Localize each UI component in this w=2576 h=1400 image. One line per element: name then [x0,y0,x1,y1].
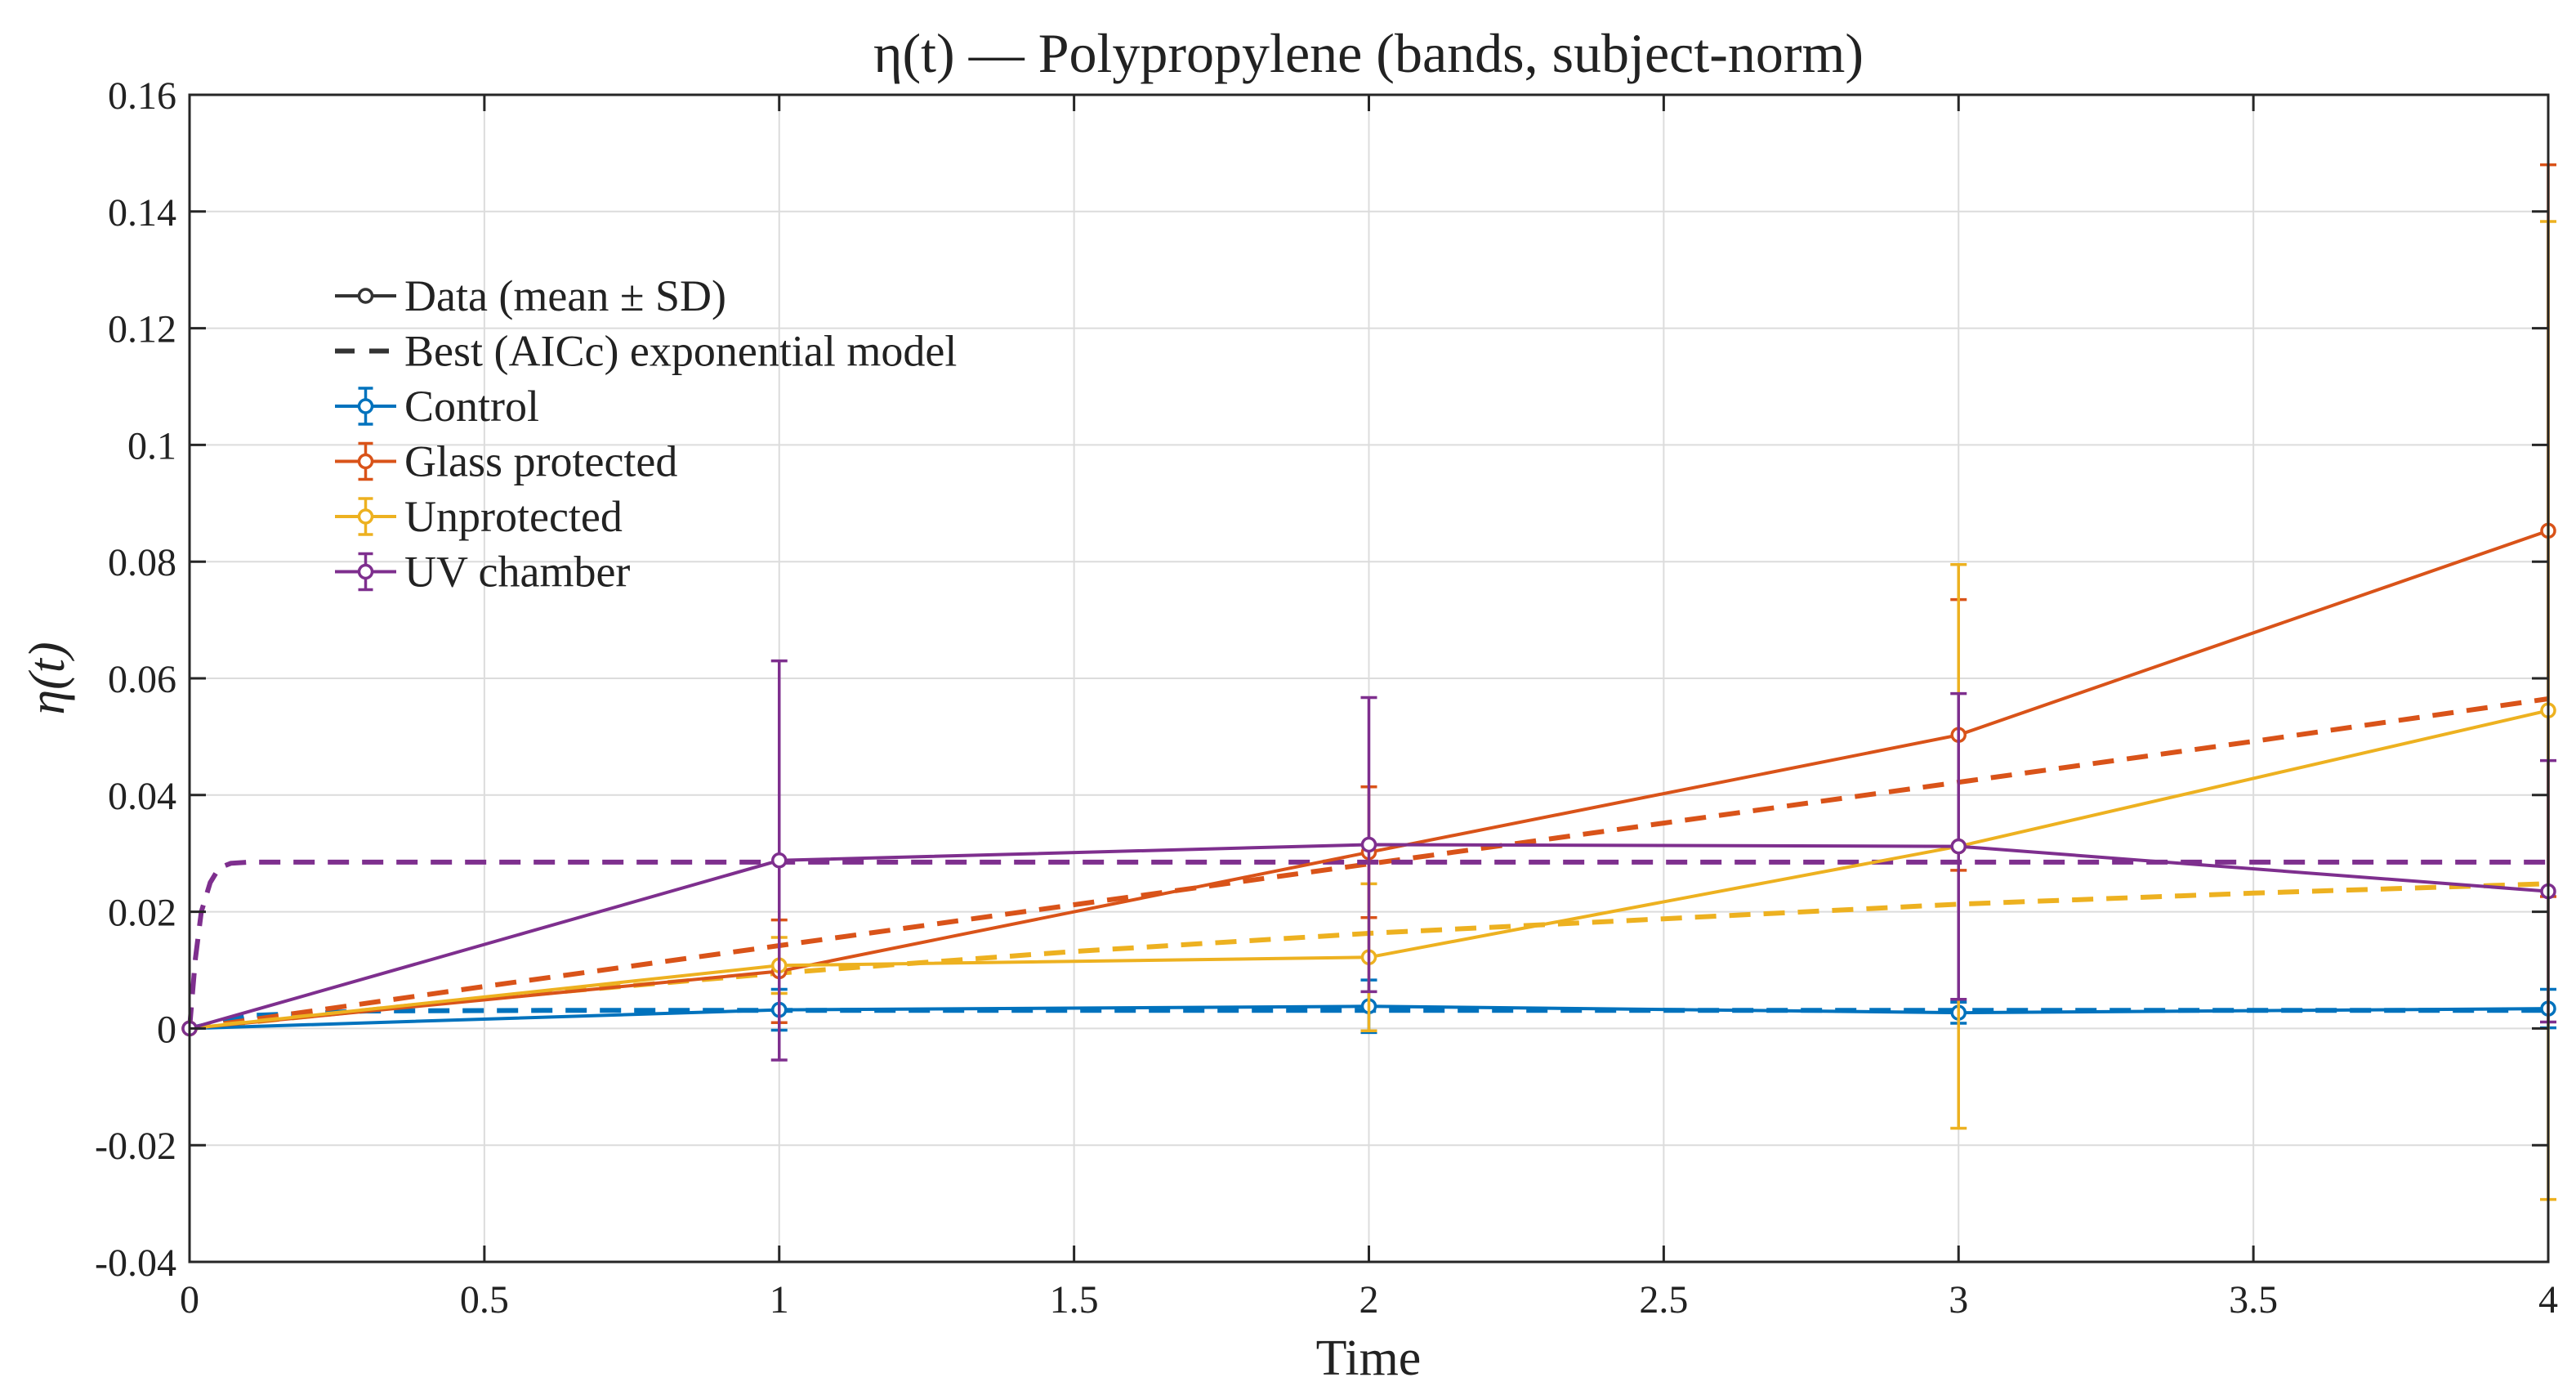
y-tick-label: -0.04 [95,1241,176,1285]
legend-marker-control [357,398,374,414]
legend-marker-unprotected [357,508,374,525]
uv-chamber-data-point [771,852,788,869]
y-tick-label: 0.16 [108,74,176,118]
x-tick-label: 2 [1359,1278,1379,1322]
y-tick-label: 0 [157,1008,176,1051]
uv-chamber-data-point [1360,836,1377,853]
y-axis-label: η(t) [20,642,75,714]
legend-label-best-aicc-exponential-model: Best (AICc) exponential model [404,327,957,376]
uv-chamber-model-curve [187,859,2548,1029]
x-tick-label: 3 [1949,1278,1968,1322]
y-tick-label: 0.12 [108,308,176,351]
legend: Data (mean ± SD) Best (AICc) exponential … [335,271,957,597]
uv-chamber-data-point [1950,838,1967,855]
x-tick-label: 4 [2538,1278,2558,1322]
x-tick-label: 2.5 [1639,1278,1688,1322]
y-tick-label: 0.04 [108,775,176,818]
chart-title: η(t) — Polypropylene (bands, subject-nor… [873,22,1864,84]
legend-marker-uv-chamber [357,563,374,580]
legend-label-control: Control [404,382,539,431]
x-tick-label: 0 [180,1278,199,1322]
legend-label-unprotected: Unprotected [404,492,623,541]
glass-protected-model-curve [189,696,2549,1031]
x-tick-label: 0.5 [460,1278,509,1322]
x-axis-label: Time [1316,1331,1422,1386]
legend-label-uv-chamber: UV chamber [404,548,630,597]
ticks: 0 0.5 1 1.5 2 2.5 3 3.5 4 -0.04 -0.02 0 0.02 0.04 0.06… [95,74,2558,1322]
x-tick-label: 1 [770,1278,789,1322]
y-tick-label: 0.06 [108,658,176,701]
legend-marker-data-mean-sd [357,288,374,304]
y-tick-label: 0.14 [108,191,176,235]
y-tick-label: 0.02 [108,892,176,935]
legend-label-glass-protected: Glass protected [404,437,677,486]
legend-marker-glass-protected [357,453,374,470]
y-tick-label: -0.02 [95,1125,176,1168]
legend-label-data-mean-sd: Data (mean ± SD) [404,271,726,320]
y-tick-label: 0.08 [108,541,176,584]
x-tick-label: 3.5 [2229,1278,2278,1322]
x-tick-label: 1.5 [1050,1278,1099,1322]
y-tick-label: 0.1 [127,424,176,467]
